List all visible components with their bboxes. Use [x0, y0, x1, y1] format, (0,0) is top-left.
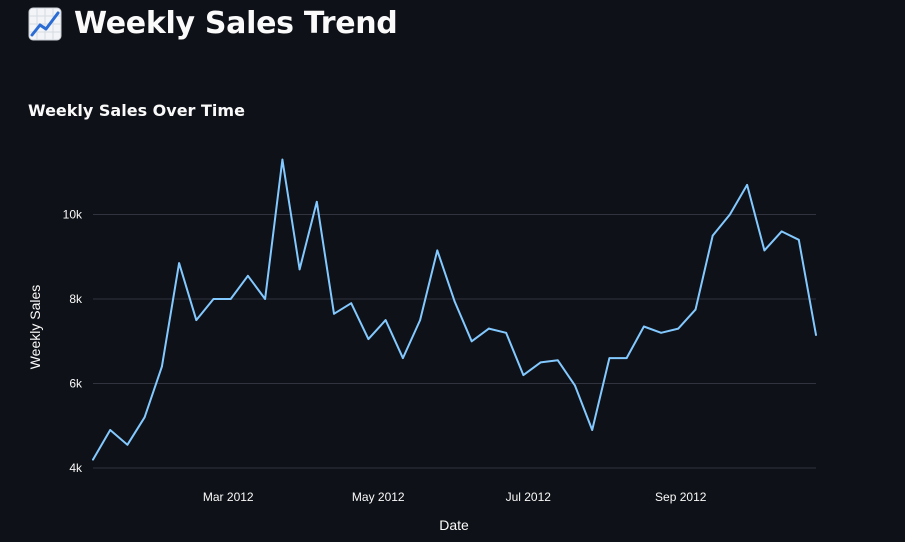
- data-point[interactable]: [574, 384, 576, 387]
- y-tick-label: 8k: [69, 292, 83, 306]
- data-point[interactable]: [539, 361, 542, 364]
- data-point[interactable]: [281, 158, 284, 161]
- data-point[interactable]: [178, 262, 180, 264]
- data-point[interactable]: [401, 357, 404, 360]
- data-point[interactable]: [229, 298, 232, 300]
- data-point[interactable]: [470, 340, 473, 343]
- y-axis-ticks: 4k 6k 8k 10k: [63, 208, 83, 476]
- data-point[interactable]: [763, 249, 766, 252]
- data-point[interactable]: [797, 238, 800, 241]
- data-point[interactable]: [247, 274, 249, 277]
- data-point[interactable]: [505, 331, 508, 334]
- data-point[interactable]: [453, 300, 456, 303]
- data-point[interactable]: [212, 298, 215, 300]
- data-point[interactable]: [436, 249, 439, 252]
- chart-increasing-icon: [28, 7, 62, 41]
- data-point[interactable]: [660, 331, 662, 334]
- data-point[interactable]: [677, 327, 680, 330]
- x-tick-label: Mar 2012: [203, 490, 254, 504]
- data-point[interactable]: [815, 334, 817, 336]
- y-axis-label: Weekly Sales: [27, 285, 43, 370]
- data-point[interactable]: [109, 429, 112, 431]
- series-line[interactable]: [92, 158, 817, 461]
- chart-title: Weekly Sales Over Time: [28, 101, 245, 120]
- data-point[interactable]: [350, 302, 353, 305]
- data-point[interactable]: [143, 416, 146, 419]
- x-tick-label: May 2012: [352, 490, 405, 504]
- data-point[interactable]: [298, 268, 301, 271]
- x-tick-label: Jul 2012: [506, 490, 552, 504]
- data-point[interactable]: [160, 365, 163, 368]
- data-point[interactable]: [746, 184, 749, 186]
- grid-lines: [93, 214, 816, 469]
- x-tick-label: Sep 2012: [655, 490, 707, 504]
- data-point[interactable]: [608, 357, 611, 360]
- data-point[interactable]: [264, 298, 267, 300]
- data-point[interactable]: [729, 213, 731, 216]
- data-point[interactable]: [522, 374, 525, 376]
- data-point[interactable]: [126, 443, 129, 446]
- data-point[interactable]: [333, 312, 335, 315]
- data-point[interactable]: [556, 359, 559, 362]
- data-point[interactable]: [711, 234, 714, 237]
- data-point[interactable]: [488, 327, 490, 330]
- y-tick-label: 10k: [63, 208, 83, 222]
- x-axis-ticks: Mar 2012 May 2012 Jul 2012 Sep 2012: [203, 490, 707, 504]
- data-point[interactable]: [591, 429, 594, 431]
- y-tick-label: 4k: [69, 461, 83, 475]
- data-point[interactable]: [419, 319, 421, 322]
- data-point[interactable]: [384, 319, 387, 322]
- series-layer: [92, 158, 817, 461]
- data-point[interactable]: [315, 200, 318, 203]
- page-title: Weekly Sales Trend: [74, 6, 398, 41]
- page-header: Weekly Sales Trend: [28, 4, 398, 44]
- data-point[interactable]: [625, 357, 628, 360]
- x-axis-label: Date: [439, 517, 469, 533]
- data-point[interactable]: [92, 458, 94, 461]
- data-point[interactable]: [195, 319, 198, 322]
- data-point[interactable]: [780, 230, 783, 233]
- data-point[interactable]: [367, 338, 370, 341]
- y-tick-label: 6k: [69, 377, 83, 391]
- data-point[interactable]: [694, 308, 697, 311]
- data-point[interactable]: [642, 325, 645, 328]
